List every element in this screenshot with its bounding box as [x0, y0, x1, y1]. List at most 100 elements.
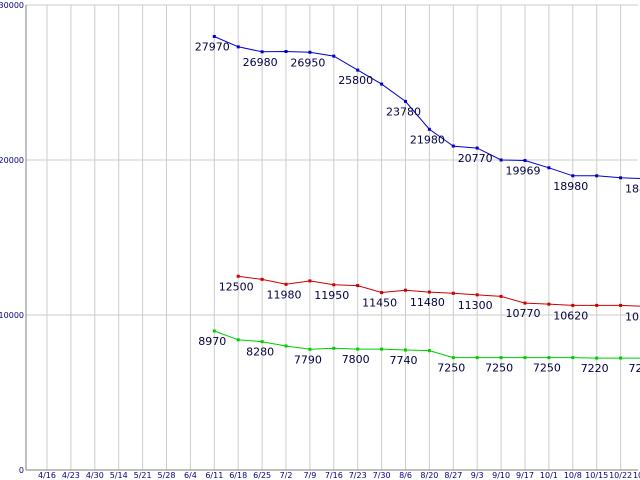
- data-label: 8970: [198, 335, 226, 348]
- x-tick-label: 5/28: [158, 471, 176, 480]
- x-tick-label: 7/23: [349, 471, 367, 480]
- data-label: 11950: [314, 289, 349, 302]
- data-label: 10620: [553, 309, 588, 322]
- data-point: [404, 348, 407, 352]
- data-label: 11450: [362, 297, 397, 310]
- x-tick-label: 7/30: [373, 471, 391, 480]
- data-point: [427, 127, 431, 131]
- x-tick-label: 7/2: [280, 471, 293, 480]
- x-tick-label: 6/4: [184, 471, 197, 480]
- data-point: [427, 349, 431, 353]
- data-point: [236, 338, 240, 342]
- data-point: [404, 288, 407, 292]
- data-label: 7250: [485, 362, 513, 375]
- data-point: [284, 344, 288, 348]
- data-label: 11980: [267, 288, 302, 301]
- data-point: [212, 329, 216, 333]
- data-label: 25800: [338, 74, 373, 87]
- data-point: [547, 302, 551, 306]
- x-tick-label: 4/16: [38, 471, 56, 480]
- data-point: [356, 347, 360, 351]
- x-tick-label: 6/18: [229, 471, 247, 480]
- data-label: 7250: [533, 362, 561, 375]
- data-point: [475, 356, 479, 360]
- data-point: [619, 303, 623, 307]
- data-label: 26980: [243, 56, 278, 69]
- series-line: [214, 36, 640, 179]
- x-axis-ticks: 4/16 4/23 4/30 5/14 5/21 5/28 6/4 6/11 6/18 6/25 7…: [38, 471, 640, 480]
- x-tick-label: 9/17: [516, 471, 534, 480]
- x-tick-label: 10/15: [585, 471, 608, 480]
- data-labels-layer: 27970 26980 26950 25800 23780 21980 20770 19969…: [195, 40, 640, 375]
- series-line: [238, 275, 640, 307]
- series-layer: [212, 34, 640, 360]
- x-tick-label: 8/27: [444, 471, 462, 480]
- x-tick-label: 10/8: [564, 471, 582, 480]
- data-point: [404, 99, 407, 103]
- data-point: [475, 146, 479, 150]
- data-label: 8280: [246, 346, 274, 359]
- x-tick-label: 7/9: [303, 471, 316, 480]
- data-label: 23780: [386, 105, 421, 118]
- data-point: [356, 68, 360, 72]
- data-label: 26950: [290, 56, 325, 69]
- data-point: [619, 356, 623, 360]
- data-point: [451, 291, 455, 295]
- x-tick-label: 5/21: [134, 471, 152, 480]
- data-point: [332, 283, 336, 287]
- data-point: [595, 356, 599, 360]
- data-point: [523, 356, 527, 360]
- data-label: 11300: [458, 299, 493, 312]
- data-point: [308, 347, 312, 351]
- chart-axes: [25, 5, 638, 471]
- data-point: [451, 144, 455, 148]
- data-point: [284, 50, 288, 53]
- data-point: [499, 294, 503, 298]
- x-tick-label: 5/14: [110, 471, 128, 480]
- y-axis-ticks: 0 10000 20000 30000: [0, 1, 24, 475]
- data-label: 21980: [410, 133, 445, 146]
- data-label: 7790: [294, 353, 322, 366]
- data-point: [260, 50, 264, 54]
- x-tick-label: 8/6: [399, 471, 412, 480]
- data-point: [595, 174, 599, 178]
- x-tick-label: 4/23: [62, 471, 80, 480]
- y-tick-label: 30000: [0, 1, 24, 10]
- data-point: [308, 279, 312, 283]
- data-label: 11480: [410, 296, 445, 309]
- data-point: [236, 45, 240, 49]
- data-point: [332, 54, 336, 58]
- x-tick-label: 10/1: [540, 471, 558, 480]
- data-point: [451, 356, 455, 360]
- data-label: 20770: [458, 152, 493, 165]
- data-point: [571, 356, 575, 360]
- data-point: [380, 291, 384, 295]
- x-tick-label: 9/10: [492, 471, 510, 480]
- data-point: [427, 290, 431, 294]
- data-point: [619, 176, 623, 180]
- y-tick-label: 0: [19, 466, 24, 475]
- data-point: [284, 282, 288, 286]
- data-point: [260, 277, 264, 281]
- data-point: [236, 274, 240, 278]
- data-point: [547, 356, 551, 360]
- series-line: [214, 330, 640, 359]
- data-point: [499, 158, 503, 162]
- data-point: [260, 340, 264, 344]
- data-point: [595, 303, 599, 307]
- x-tick-label: 6/25: [253, 471, 271, 480]
- y-tick-label: 20000: [0, 156, 24, 165]
- data-point: [571, 303, 575, 307]
- data-label: 12500: [219, 280, 254, 293]
- x-tick-label: 8/20: [420, 471, 438, 480]
- x-tick-label: 10/22: [609, 471, 632, 480]
- data-label: 7220: [629, 362, 640, 375]
- data-point: [499, 356, 503, 360]
- x-tick-label: 6/11: [205, 471, 223, 480]
- data-point: [380, 82, 384, 86]
- x-tick-label: 9/3: [471, 471, 484, 480]
- y-tick-label: 10000: [0, 311, 24, 320]
- data-label: 10770: [506, 307, 541, 320]
- data-label: 7250: [437, 362, 465, 375]
